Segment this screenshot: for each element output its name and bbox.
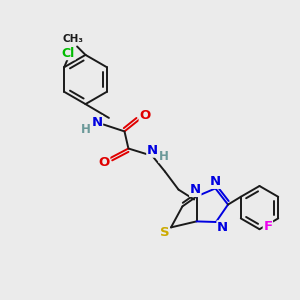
Text: N: N [210,175,221,188]
Text: O: O [98,156,110,169]
Text: Cl: Cl [62,46,75,60]
Text: N: N [147,144,158,157]
Text: N: N [217,221,228,234]
Text: N: N [91,116,103,129]
Text: H: H [159,149,169,163]
Text: N: N [190,183,201,196]
Text: F: F [263,220,272,233]
Text: O: O [139,109,151,122]
Text: H: H [81,122,91,136]
Text: S: S [160,226,169,239]
Text: CH₃: CH₃ [62,34,83,44]
